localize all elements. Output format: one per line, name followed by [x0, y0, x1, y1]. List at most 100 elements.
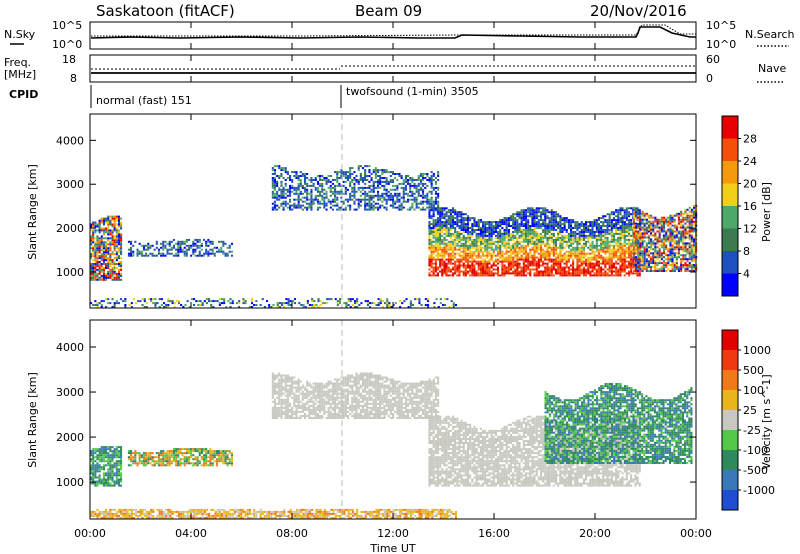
- power-cell: [111, 231, 114, 234]
- power-cell: [682, 258, 685, 261]
- power-cell: [615, 248, 618, 251]
- power-cell: [449, 258, 452, 261]
- power-cell: [124, 304, 127, 306]
- power-cell: [413, 196, 416, 199]
- power-cell: [100, 274, 103, 277]
- power-cell: [417, 190, 420, 193]
- power-cell: [293, 192, 296, 195]
- power-cell: [295, 206, 298, 209]
- power-cell: [263, 306, 266, 308]
- power-cell: [316, 190, 319, 193]
- power-cell: [578, 238, 581, 241]
- power-cell: [475, 254, 478, 257]
- power-cell: [377, 169, 380, 172]
- power-cell: [396, 186, 399, 189]
- power-cell: [632, 258, 635, 261]
- power-cell: [120, 268, 123, 271]
- power-cell: [625, 223, 628, 226]
- power-cell: [550, 211, 553, 214]
- power-cell: [559, 229, 562, 231]
- power-cell: [647, 228, 650, 231]
- power-cell: [447, 248, 450, 251]
- power-cell: [310, 208, 313, 211]
- power-cell: [398, 182, 401, 185]
- power-cell: [441, 223, 444, 226]
- power-cell: [518, 234, 521, 237]
- power-cell: [542, 264, 545, 267]
- power-cell: [548, 272, 551, 275]
- power-cell: [117, 237, 120, 240]
- power-cell: [565, 254, 568, 257]
- power-cell: [452, 221, 455, 224]
- power-cell: [107, 243, 110, 246]
- power-cell: [555, 264, 558, 267]
- power-cell: [428, 254, 431, 257]
- power-cell: [660, 220, 663, 223]
- power-cell: [647, 220, 650, 223]
- power-cell: [686, 214, 689, 217]
- power-cell: [652, 248, 655, 251]
- power-cell: [194, 248, 197, 251]
- power-cell: [151, 254, 154, 257]
- power-cell: [432, 272, 435, 275]
- power-cell: [667, 264, 670, 267]
- power-cell: [353, 196, 356, 199]
- date-title: 20/Nov/2016: [590, 2, 687, 20]
- power-cell: [621, 268, 624, 271]
- power-cell: [301, 192, 304, 195]
- power-cell: [111, 276, 114, 279]
- power-cell: [540, 252, 543, 255]
- power-cell: [278, 165, 281, 168]
- power-cell: [319, 304, 322, 306]
- power-cell: [667, 218, 670, 221]
- power-cell: [552, 229, 555, 231]
- power-cell: [454, 213, 457, 216]
- power-cell: [432, 234, 435, 237]
- power-cell: [503, 223, 506, 226]
- power-cell: [325, 177, 328, 179]
- power-cell: [615, 229, 618, 231]
- power-cell: [537, 236, 540, 239]
- power-cell: [639, 222, 642, 225]
- power-cell: [671, 258, 674, 261]
- power-cell: [402, 186, 405, 189]
- power-cell: [319, 182, 322, 185]
- power-cell: [310, 180, 313, 183]
- power-cell: [612, 211, 615, 214]
- power-cell: [650, 248, 653, 251]
- power-cell: [540, 258, 543, 261]
- power-cell: [514, 219, 517, 222]
- power-cell: [417, 182, 420, 185]
- power-cell: [585, 236, 588, 239]
- power-cell: [452, 215, 455, 218]
- power-cell: [587, 229, 590, 231]
- power-cell: [660, 262, 663, 265]
- power-cell: [597, 236, 600, 239]
- power-cell: [402, 200, 405, 203]
- power-cell: [546, 252, 549, 255]
- power-cell: [417, 194, 420, 197]
- power-cell: [109, 231, 112, 234]
- power-cell: [100, 300, 103, 303]
- power-cell: [501, 256, 504, 259]
- power-cell: [606, 240, 609, 243]
- power-cell: [535, 232, 538, 235]
- power-cell: [205, 242, 208, 245]
- power-cell: [316, 200, 319, 203]
- power-cell: [238, 306, 241, 308]
- power-cell: [432, 236, 435, 239]
- power-cell: [578, 223, 581, 226]
- power-cell: [404, 175, 407, 177]
- power-cell: [625, 264, 628, 267]
- power-cell: [619, 256, 622, 259]
- power-cell: [220, 298, 223, 301]
- power-cell: [436, 272, 439, 275]
- power-cell: [619, 264, 622, 267]
- power-cell: [462, 274, 465, 277]
- power-cell: [394, 173, 397, 175]
- power-cell: [488, 254, 491, 257]
- power-cell: [361, 192, 364, 195]
- power-cell: [693, 244, 696, 247]
- power-cell: [447, 227, 450, 229]
- power-cell: [439, 264, 442, 267]
